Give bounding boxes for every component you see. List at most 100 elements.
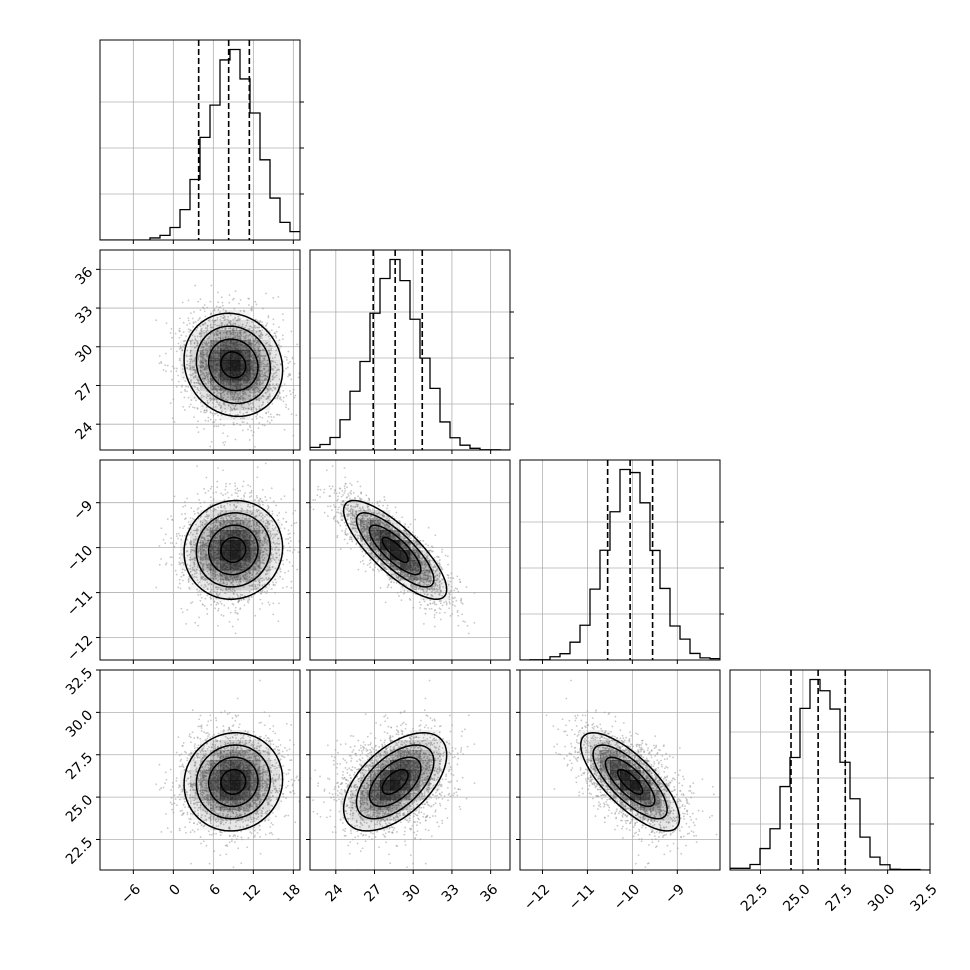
scatter-point <box>209 318 211 320</box>
scatter-point <box>212 332 214 334</box>
scatter-point <box>259 608 261 610</box>
scatter-point <box>270 487 273 490</box>
scatter-point <box>214 405 217 408</box>
scatter-point <box>170 348 173 350</box>
scatter-point <box>199 374 202 377</box>
scatter-point <box>190 354 193 357</box>
scatter-point <box>220 413 223 416</box>
scatter-point <box>202 356 204 359</box>
scatter-point <box>279 568 282 571</box>
scatter-point <box>181 384 184 387</box>
density-cell <box>210 370 221 381</box>
scatter-point <box>249 339 252 342</box>
scatter-point <box>264 392 267 394</box>
scatter-point <box>188 358 191 360</box>
scatter-point <box>261 544 263 547</box>
scatter-point <box>221 322 224 325</box>
scatter-point <box>289 361 291 363</box>
scatter-point <box>256 496 259 499</box>
scatter-point <box>239 299 242 301</box>
scatter-point <box>260 363 263 366</box>
scatter-point <box>212 399 215 401</box>
scatter-point <box>251 568 253 571</box>
scatter-point <box>188 322 191 325</box>
scatter-point <box>247 570 250 572</box>
scatter-point <box>255 341 258 344</box>
scatter-point <box>290 413 293 416</box>
scatter-point <box>210 589 213 591</box>
scatter-point <box>262 381 264 384</box>
scatter-point <box>244 339 247 342</box>
scatter-point <box>204 597 207 600</box>
scatter-point <box>201 371 204 374</box>
scatter-point <box>225 381 228 384</box>
scatter-point <box>237 413 240 416</box>
scatter-point <box>216 324 219 327</box>
scatter-point <box>281 338 284 341</box>
density-cell <box>260 400 271 411</box>
scatter-point <box>184 512 187 515</box>
scatter-point <box>220 492 222 495</box>
scatter-point <box>265 365 268 368</box>
scatter-point <box>202 552 205 555</box>
scatter-point <box>221 410 223 412</box>
scatter-point <box>275 353 277 356</box>
scatter-point <box>271 360 274 362</box>
scatter-point <box>184 380 187 383</box>
scatter-point <box>234 290 237 293</box>
scatter-point <box>258 357 261 360</box>
scatter-point <box>290 586 293 589</box>
scatter-point <box>311 572 313 574</box>
scatter-point <box>215 603 218 606</box>
scatter-point <box>271 581 274 584</box>
scatter-point <box>180 385 183 388</box>
scatter-point <box>271 520 274 523</box>
scatter-point <box>216 333 219 336</box>
scatter-point <box>171 556 173 559</box>
scatter-point <box>190 381 193 384</box>
scatter-point <box>247 407 250 410</box>
scatter-point <box>234 331 237 334</box>
scatter-point <box>227 396 229 399</box>
scatter-point <box>192 325 194 328</box>
scatter-point <box>224 336 227 338</box>
scatter-point <box>166 518 169 521</box>
scatter-point <box>270 554 273 556</box>
scatter-point <box>262 501 264 504</box>
scatter-point <box>200 596 203 599</box>
scatter-point <box>197 355 200 358</box>
scatter-point <box>235 391 237 394</box>
scatter-point <box>274 526 277 529</box>
scatter-point <box>183 396 186 399</box>
scatter-point <box>278 326 280 329</box>
scatter-point <box>258 343 260 345</box>
density-cell <box>230 330 241 341</box>
scatter-point <box>207 371 209 374</box>
scatter-point <box>252 356 255 359</box>
scatter-point <box>199 309 202 312</box>
scatter-point <box>267 315 270 317</box>
scatter-point <box>220 392 223 395</box>
scatter-point <box>186 360 189 363</box>
scatter-point <box>274 356 276 359</box>
scatter-point <box>164 563 167 566</box>
scatter-point <box>196 579 199 582</box>
scatter-point <box>198 360 201 363</box>
density-cell <box>230 400 241 411</box>
density-cell <box>240 320 251 331</box>
scatter-point <box>228 380 231 383</box>
scatter-point <box>249 485 252 488</box>
scatter-point <box>247 503 250 506</box>
scatter-point <box>209 487 212 490</box>
scatter-point <box>267 415 270 418</box>
scatter-point <box>193 575 196 578</box>
scatter-point <box>259 381 261 384</box>
scatter-point <box>220 395 222 397</box>
density-cell <box>180 350 191 361</box>
scatter-point <box>212 591 215 593</box>
scatter-point <box>196 426 198 429</box>
scatter-point <box>162 538 165 541</box>
scatter-point <box>206 343 209 345</box>
scatter-point <box>241 406 243 409</box>
scatter-point <box>252 391 254 394</box>
